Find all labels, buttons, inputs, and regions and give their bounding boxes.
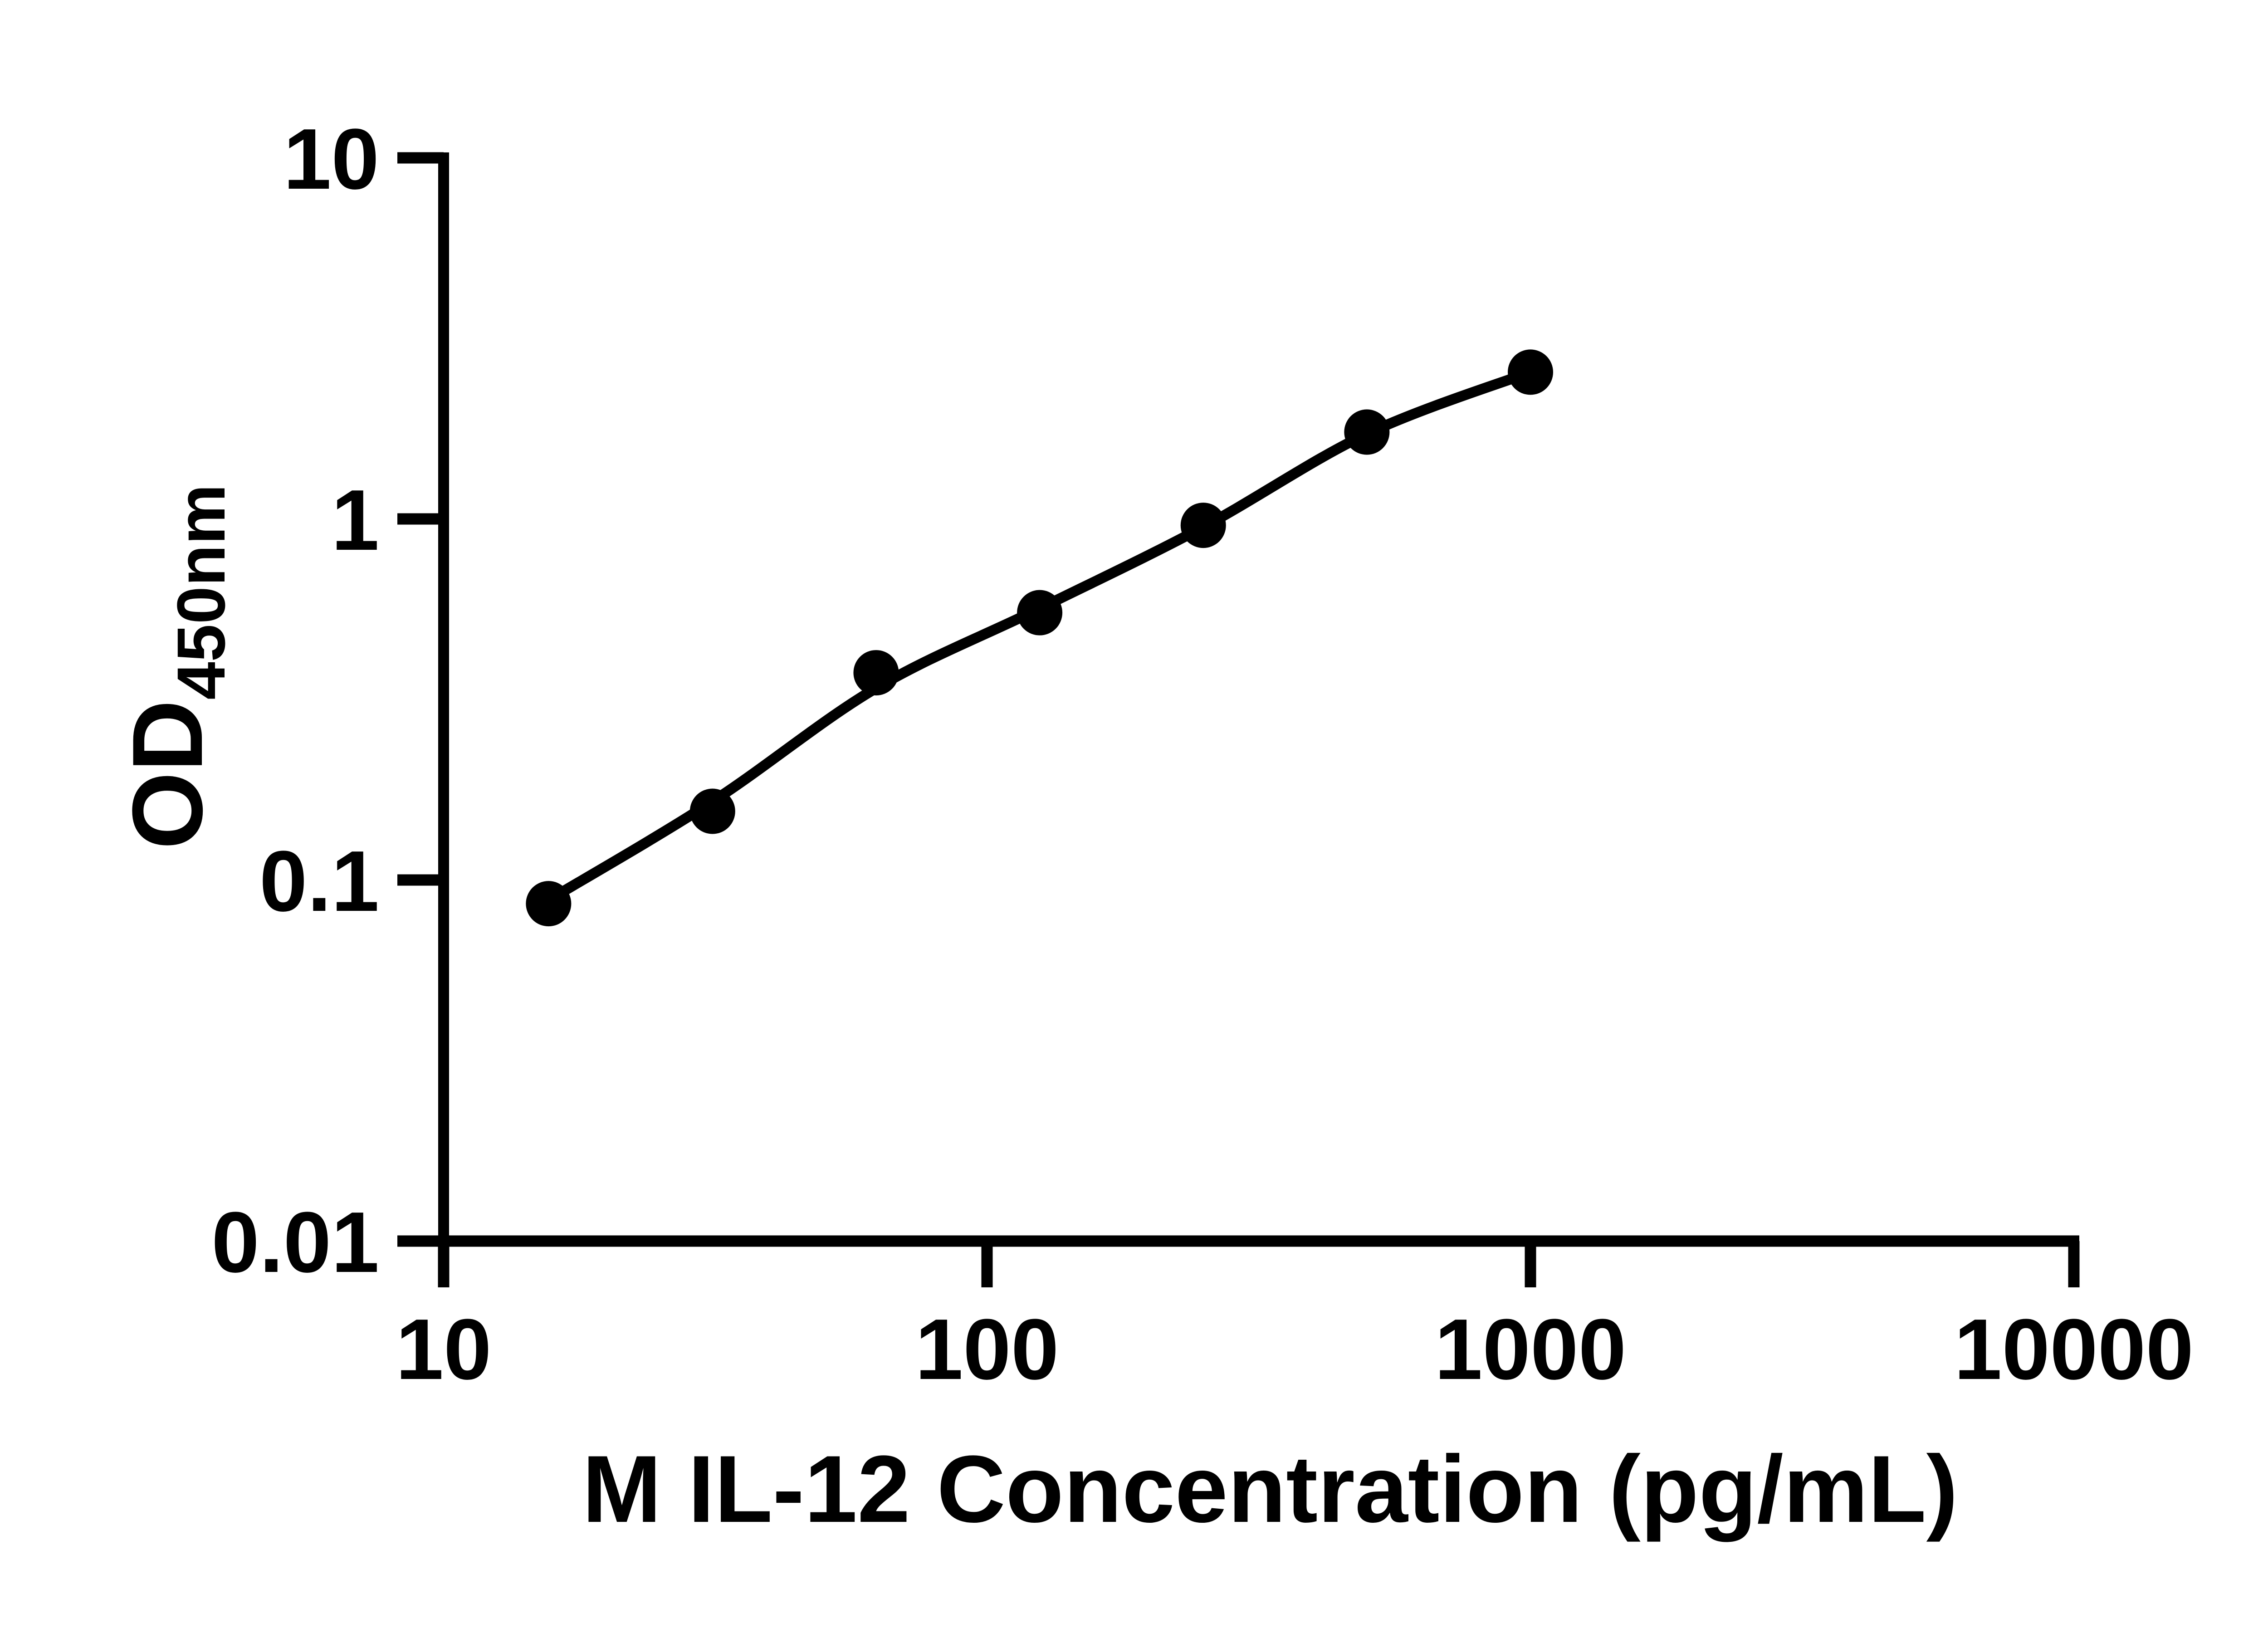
data-point-marker [689,788,735,834]
data-point-marker [1508,349,1553,395]
x-tick-label: 1000 [1435,1301,1627,1398]
y-axis-title-subscript: 450nm [163,484,239,699]
y-tick-label: 0.1 [259,833,379,929]
y-tick-label: 0.01 [211,1194,379,1291]
y-axis-title-main: OD [112,700,223,850]
y-axis-title: OD450nm [112,484,239,849]
data-point-marker [853,650,899,696]
data-point-marker [1017,590,1063,636]
x-tick-label: 10 [396,1301,491,1398]
y-tick-label: 1 [331,472,379,568]
x-tick-label: 100 [915,1301,1059,1398]
data-series-layer [526,349,1553,927]
data-point-marker [1344,409,1390,455]
data-point-marker [1180,503,1226,548]
x-tick-label: 10000 [1954,1301,2194,1398]
axes-layer [397,152,2080,1287]
y-tick-label: 10 [284,111,379,207]
data-point-marker [526,881,572,927]
x-axis-title: M IL-12 Concentration (pg/mL) [582,1436,1958,1542]
